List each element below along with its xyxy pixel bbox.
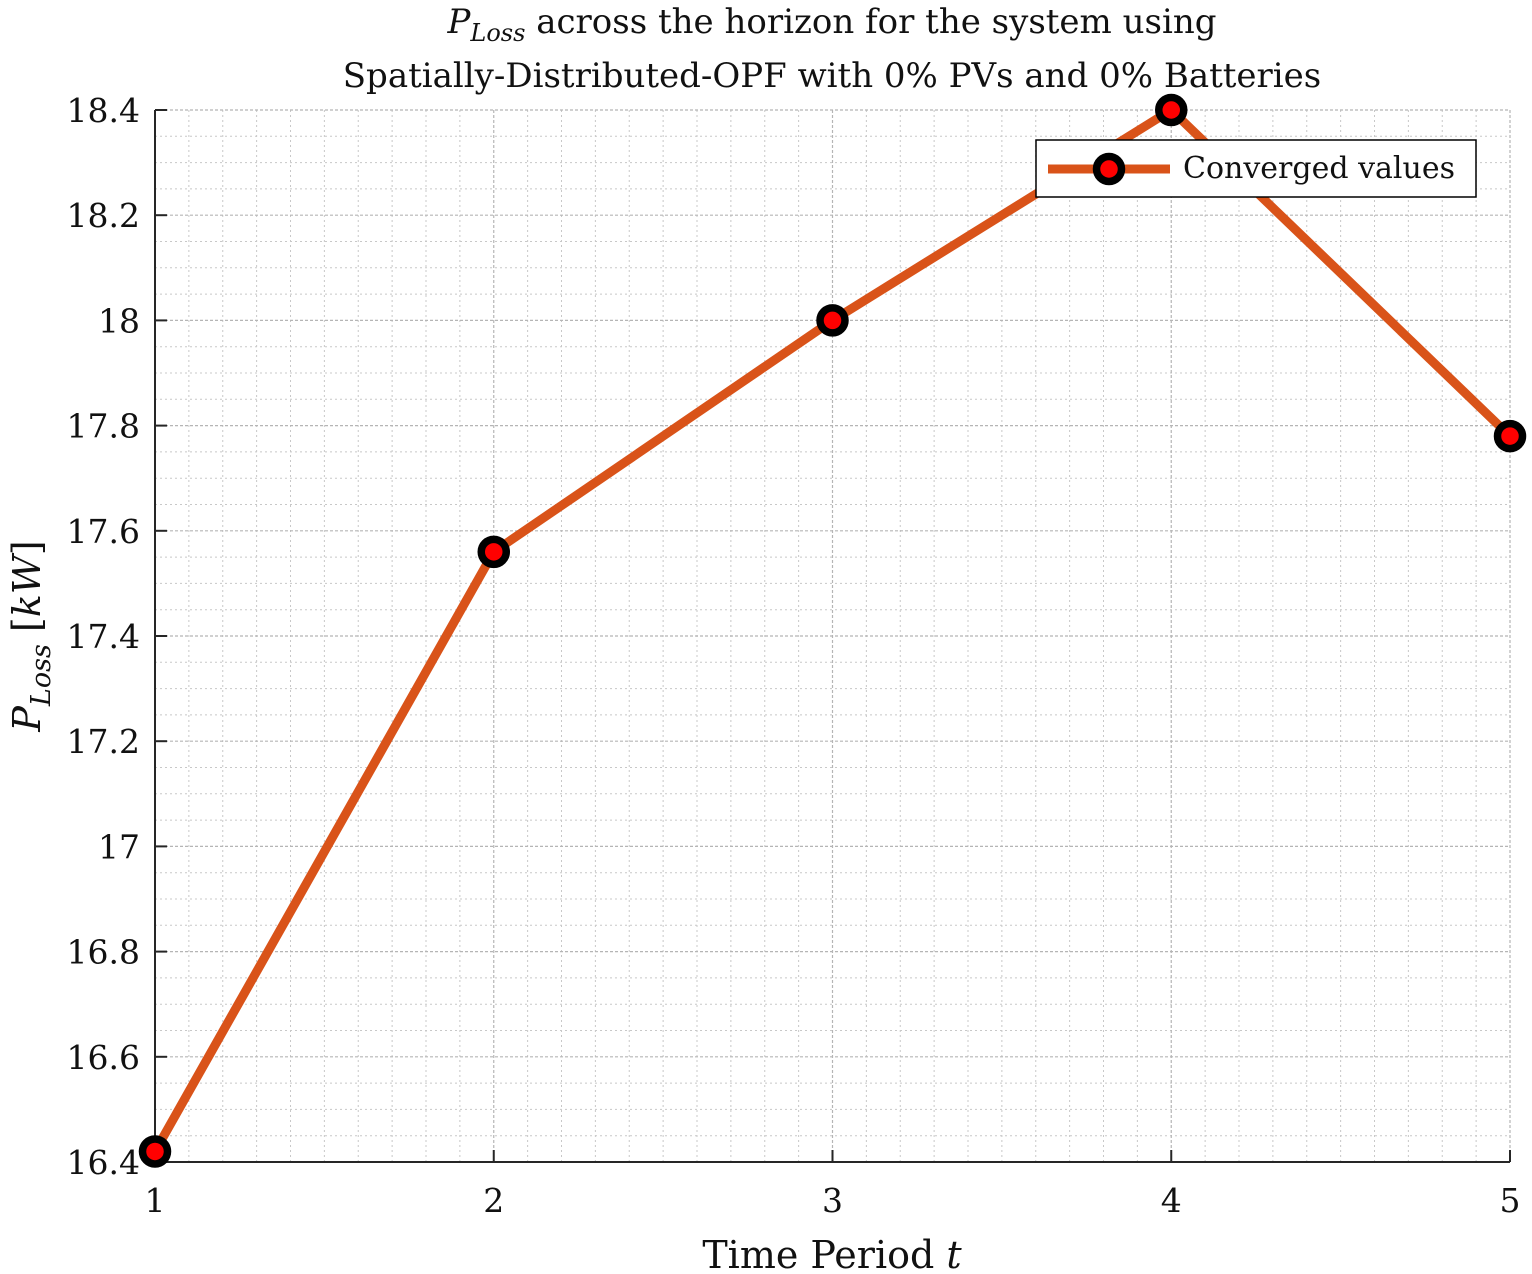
x-tick-label: 2 bbox=[483, 1181, 504, 1220]
y-tick-label: 18.4 bbox=[67, 91, 140, 130]
y-tick-label: 18 bbox=[98, 301, 140, 340]
y-tick-label: 16.4 bbox=[67, 1143, 140, 1182]
data-point-marker bbox=[1155, 93, 1188, 127]
y-axis-label: PLoss [kW] bbox=[5, 540, 57, 732]
x-axis-label: Time Period t bbox=[702, 1233, 962, 1274]
y-tick-label: 17.6 bbox=[67, 512, 140, 551]
legend: Converged values bbox=[1035, 139, 1477, 198]
y-tick-label: 16.6 bbox=[67, 1038, 140, 1077]
grid bbox=[154, 109, 1511, 1163]
x-tick-label: 1 bbox=[145, 1181, 166, 1220]
legend-label: Converged values bbox=[1183, 151, 1455, 186]
chart-title-line-2: Spatially-Distributed-OPF with 0% PVs an… bbox=[343, 56, 1321, 96]
y-tick-label: 17.8 bbox=[67, 407, 140, 446]
chart-title-line-1: PLoss across the horizon for the system … bbox=[447, 2, 1217, 47]
y-tick-label: 17.4 bbox=[67, 617, 140, 656]
series-layer bbox=[138, 93, 1527, 1168]
y-tick-label: 17.2 bbox=[67, 722, 140, 761]
data-point-marker bbox=[138, 1135, 172, 1168]
data-point-marker bbox=[816, 304, 849, 337]
x-tick-label: 3 bbox=[822, 1181, 843, 1220]
x-axis-ticks: 1 2 3 4 5 bbox=[145, 1150, 1521, 1220]
y-axis-ticks: 16.4 16.6 16.8 17 17.2 17.4 17.6 17.8 18 18.2 18.4 bbox=[67, 91, 167, 1182]
y-tick-label: 16.8 bbox=[67, 933, 140, 972]
y-tick-label: 18.2 bbox=[67, 196, 140, 235]
legend-marker-sample bbox=[1092, 152, 1126, 186]
data-point-marker bbox=[477, 535, 510, 569]
x-tick-label: 4 bbox=[1161, 1181, 1182, 1220]
x-tick-label: 5 bbox=[1500, 1181, 1521, 1220]
data-point-marker bbox=[1493, 419, 1527, 453]
y-tick-label: 17 bbox=[98, 827, 140, 866]
